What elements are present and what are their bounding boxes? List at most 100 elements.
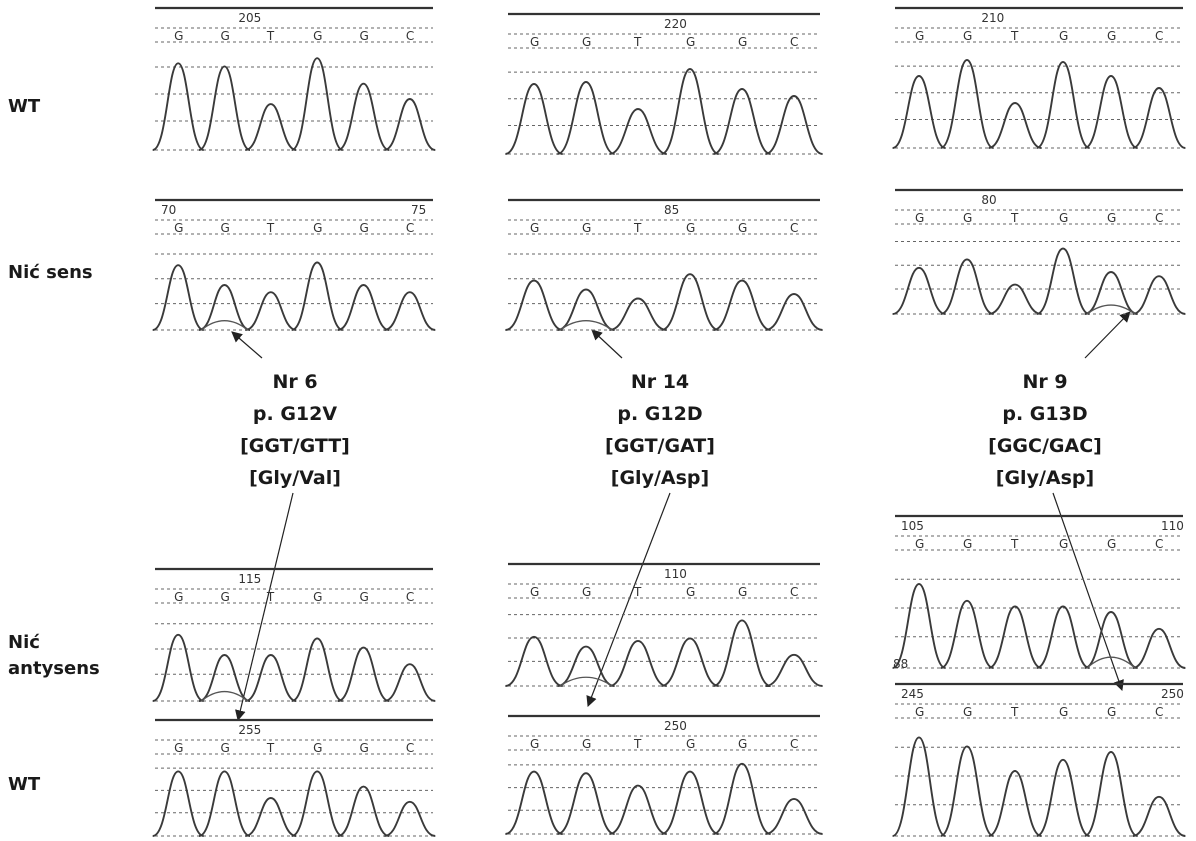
base-call-G: G — [582, 585, 591, 599]
base-call-C: C — [1155, 29, 1163, 43]
base-call-T: T — [266, 29, 275, 43]
base-call-G: G — [738, 221, 747, 235]
chromatogram-panel-wt-top-2: 220 G G T G G C — [505, 12, 823, 155]
mutation-id: Nr 6 — [272, 371, 317, 393]
mutant-peak — [200, 320, 249, 331]
base-call-C: C — [406, 741, 414, 755]
base-call-G: G — [360, 590, 369, 604]
base-call-T: T — [633, 585, 642, 599]
chromatogram-panel-wt-bot-1: 255 G G T G G C — [152, 718, 436, 837]
base-call-G: G — [686, 585, 695, 599]
base-call-G: G — [915, 705, 924, 719]
mutation-protein: p. G12V — [253, 403, 337, 425]
mutation-aa: [Gly/Val] — [249, 467, 341, 489]
base-call-G: G — [582, 35, 591, 49]
base-call-G: G — [221, 590, 230, 604]
mutation-annotation-1: Nr 6 p. G12V [GGT/GTT] [Gly/Val] — [240, 371, 350, 489]
mutation-id: Nr 9 — [1022, 371, 1067, 393]
position-label: 85 — [664, 203, 679, 217]
base-call-G: G — [221, 29, 230, 43]
base-call-C: C — [790, 221, 798, 235]
chromatogram-trace — [152, 261, 436, 331]
base-call-G: G — [1107, 705, 1116, 719]
base-call-C: C — [1155, 705, 1163, 719]
chromatogram-panel-wt-top-1: 205 G G T G G C — [152, 6, 436, 151]
mutation-id: Nr 14 — [631, 371, 689, 393]
base-call-G: G — [738, 737, 747, 751]
mutant-peak — [200, 690, 249, 702]
base-call-G: G — [1059, 211, 1068, 225]
chromatogram-panel-anty-2: 110 G G T G G C — [505, 562, 823, 687]
arrow-nr14-to-antysens — [586, 492, 671, 708]
mutation-annotation-2: Nr 14 p. G12D [GGT/GAT] [Gly/Asp] — [605, 371, 715, 489]
chromatogram-panel-wt-top-3: 210 G G T G G C — [892, 6, 1186, 149]
base-call-G: G — [686, 737, 695, 751]
base-call-G: G — [915, 537, 924, 551]
base-call-G: G — [915, 211, 924, 225]
row-label-wt-top: WT — [8, 96, 41, 117]
mutant-peak — [1086, 304, 1136, 315]
chromatogram-trace — [505, 273, 823, 331]
base-call-C: C — [790, 737, 798, 751]
base-call-G: G — [963, 705, 972, 719]
position-label: 220 — [664, 17, 687, 31]
base-call-G: G — [174, 221, 183, 235]
base-call-T: T — [266, 221, 275, 235]
base-call-G: G — [313, 29, 322, 43]
base-call-T: T — [633, 221, 642, 235]
base-call-G: G — [738, 35, 747, 49]
position-label: 110 — [1161, 519, 1184, 533]
base-call-G: G — [530, 585, 539, 599]
mutant-peak — [1086, 656, 1136, 669]
base-call-T: T — [1010, 705, 1019, 719]
base-call-G: G — [313, 741, 322, 755]
base-call-G: G — [963, 211, 972, 225]
base-call-G: G — [915, 29, 924, 43]
chromatogram-trace — [505, 762, 823, 835]
base-call-G: G — [963, 29, 972, 43]
base-call-G: G — [313, 221, 322, 235]
mutation-protein: p. G13D — [1002, 403, 1087, 425]
mutant-peak — [559, 320, 613, 331]
base-call-G: G — [1107, 211, 1116, 225]
mutation-aa: [Gly/Asp] — [996, 467, 1094, 489]
position-label: 110 — [664, 567, 687, 581]
chromatogram-panel-anty-1: 115 G G T G G C — [152, 567, 436, 702]
base-call-G: G — [1059, 705, 1068, 719]
position-label: 115 — [238, 572, 261, 586]
row-label-wt-bottom: WT — [8, 774, 41, 795]
base-call-C: C — [406, 221, 414, 235]
mutation-codon: [GGC/GAC] — [988, 435, 1102, 457]
base-call-T: T — [266, 741, 275, 755]
base-call-G: G — [1107, 29, 1116, 43]
chromatogram-trace — [892, 583, 1186, 669]
chromatogram-trace — [152, 57, 436, 151]
base-call-G: G — [530, 737, 539, 751]
row-label-sens: Nić sens — [8, 262, 93, 283]
chromatogram-panel-sens-1: 70 75 G G T G G C — [152, 198, 436, 331]
arrow-nr6-to-sens — [231, 331, 263, 359]
base-call-G: G — [530, 221, 539, 235]
position-label: 245 — [901, 687, 924, 701]
mutant-peak — [559, 676, 613, 687]
arrow-nr6-to-antysens — [235, 492, 294, 722]
base-call-T: T — [1010, 29, 1019, 43]
base-call-G: G — [963, 537, 972, 551]
position-label: 205 — [238, 11, 261, 25]
row-label-antysens-line2: antysens — [8, 658, 100, 679]
chromatogram-trace — [892, 247, 1186, 315]
position-label: 105 — [901, 519, 924, 533]
position-label: 255 — [238, 723, 261, 737]
base-call-G: G — [738, 585, 747, 599]
chromatogram-trace — [892, 59, 1186, 149]
chromatogram-trace — [152, 633, 436, 702]
base-call-T: T — [633, 35, 642, 49]
chromatogram-trace — [505, 68, 823, 155]
base-call-G: G — [686, 221, 695, 235]
base-call-G: G — [174, 29, 183, 43]
arrow-nr9-to-antysens — [1052, 492, 1124, 692]
chromatogram-trace — [892, 736, 1186, 837]
arrow-nr14-to-sens — [591, 329, 623, 359]
base-call-G: G — [1059, 29, 1068, 43]
